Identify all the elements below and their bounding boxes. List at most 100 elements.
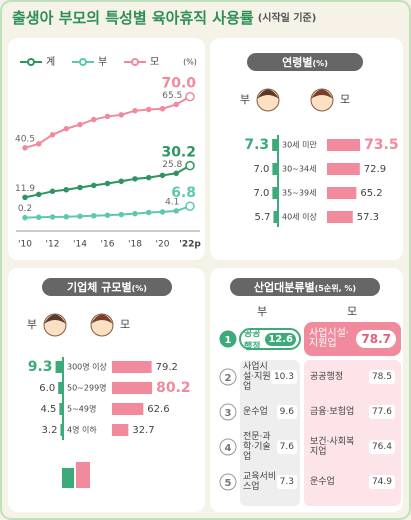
rank-badge (219, 438, 237, 456)
category-label: 4명 이하 (67, 425, 97, 435)
rank-label: 4 (225, 443, 232, 454)
data-label: 3.2 (42, 425, 58, 436)
data-label: 7.0 (253, 188, 269, 199)
point (63, 125, 69, 132)
father-cell: 사업시설·지원업 10.3 (240, 361, 300, 393)
point (49, 188, 56, 195)
mother-cell: 공공행정 78.5 (304, 361, 401, 393)
point (146, 174, 152, 181)
bar (327, 187, 357, 199)
industry-name: 보건·사회복지업 (310, 437, 355, 457)
rank-label: 5 (225, 478, 232, 489)
hair-icon (44, 314, 66, 324)
panel-title: 기업체 규모별(%) (67, 280, 147, 294)
bar (112, 382, 153, 394)
hair-icon (257, 89, 279, 99)
rank-badge (219, 368, 237, 386)
x-tick-label: '20 (156, 240, 170, 250)
data-label: 80.2 (156, 380, 191, 396)
legend-label: 모 (150, 57, 159, 68)
title: 출생아 부모의 특성별 육아휴직 사용률 (시작일 기준) (12, 9, 316, 27)
data-label: 65.5 (162, 91, 182, 101)
rank-badge (219, 403, 237, 421)
point (118, 112, 124, 118)
point (91, 182, 97, 189)
industry-value: 9.6 (276, 405, 297, 419)
industry-value: 76.4 (368, 440, 395, 454)
point (77, 121, 83, 128)
legend-label: 부 (240, 93, 250, 106)
legend-marker (131, 58, 139, 66)
industry-name: 사업시설·지원업 (243, 362, 271, 392)
x-tick-label: '14 (73, 240, 87, 250)
industry-value: 78.7 (356, 330, 396, 348)
point (173, 101, 179, 108)
bar (112, 403, 144, 415)
mother-cell: 운수업 74.9 (304, 466, 401, 498)
hair-icon (311, 89, 333, 99)
header-pill (42, 278, 172, 296)
x-tick-label: '16 (101, 240, 115, 250)
father-cell: 교육서비스업 7.3 (240, 466, 300, 498)
industry-value: 7.3 (276, 475, 297, 489)
data-label: 32.7 (132, 425, 154, 436)
industry-value: 77.6 (368, 405, 395, 419)
category-label: 5~49명 (67, 404, 96, 414)
panel (8, 38, 205, 260)
bar (112, 361, 152, 373)
point (36, 191, 42, 198)
data-label: 0.2 (18, 204, 32, 214)
industry-name: 운수업 (243, 407, 268, 417)
point (91, 116, 97, 123)
point (185, 160, 195, 171)
bar (273, 211, 278, 223)
industry-name: 교육서비스업 (243, 472, 277, 492)
point (104, 180, 111, 187)
point (77, 184, 83, 191)
data-label: 40.5 (15, 134, 35, 144)
category-label: 300명 이상 (67, 362, 108, 372)
bar (112, 424, 129, 436)
point (22, 214, 28, 221)
mother-cell: 보건·사회복지업 76.4 (304, 431, 401, 463)
category-label: 40세 이상 (282, 212, 317, 222)
bar (58, 382, 63, 394)
panel-unit: (%) (313, 59, 328, 68)
data-label: 7.0 (253, 164, 269, 175)
column-bg (240, 360, 300, 506)
legend-label: 계 (46, 56, 55, 68)
legend-label: 모 (120, 318, 130, 331)
point (49, 132, 56, 138)
data-label: 62.6 (147, 404, 169, 415)
legend-label: 모 (340, 93, 350, 106)
industry-value: 10.3 (270, 370, 297, 384)
category-label: 35~39세 (282, 189, 316, 198)
header-pill (230, 278, 380, 296)
industry-value: 12.6 (265, 332, 296, 346)
panel-title-text: 산업대분류별 (254, 280, 315, 294)
rank-badge (219, 330, 237, 348)
panel-unit: (5순위, %) (315, 283, 356, 293)
industry-name: 운수업 (310, 477, 335, 487)
point (185, 91, 195, 102)
panel-unit: (%) (132, 284, 147, 293)
point (118, 211, 124, 218)
point (22, 194, 28, 201)
bar (59, 403, 63, 415)
bar (55, 361, 63, 373)
data-label: 70.0 (161, 76, 196, 92)
mother-cell: 사업시설·지원업 78.7 (304, 322, 401, 356)
point (104, 113, 111, 120)
point (63, 214, 69, 220)
legend-label: 부 (98, 57, 107, 68)
point (159, 106, 166, 112)
point (63, 186, 69, 193)
father-cell: 전문·과학·기술업 7.6 (240, 431, 300, 463)
hair-icon (91, 314, 113, 324)
x-tick-label: '10 (18, 240, 32, 250)
data-label: 72.9 (364, 164, 386, 175)
data-label: 6.0 (39, 383, 55, 394)
industry-name: 공공행정 (244, 329, 261, 352)
